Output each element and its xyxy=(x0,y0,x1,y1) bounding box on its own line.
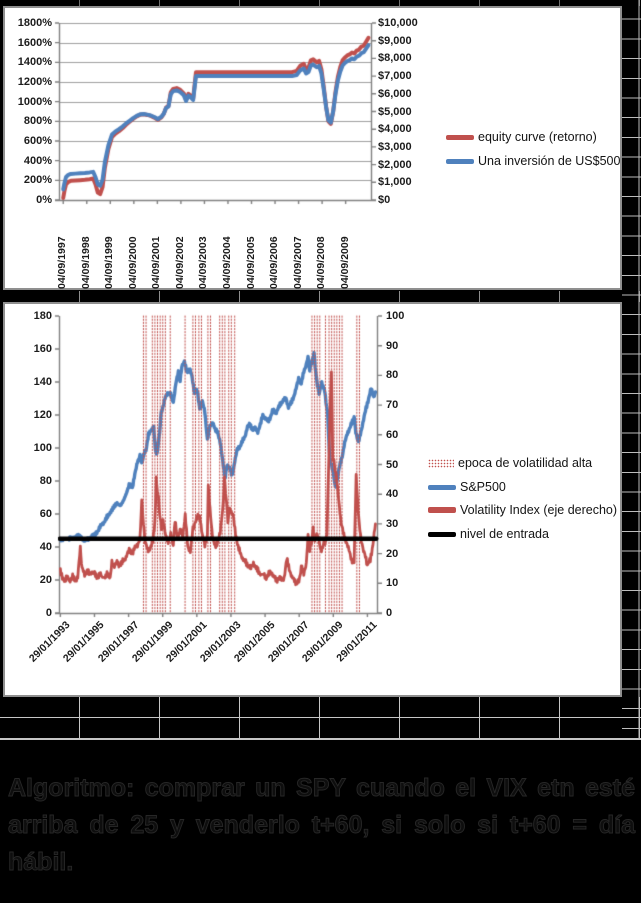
y-left-tick-label: 60 xyxy=(39,508,52,520)
y-right-tick-label: $3,000 xyxy=(378,141,412,153)
legend-entry: nivel de entrada xyxy=(428,526,549,542)
y-right-tick-label: $2,000 xyxy=(378,159,412,171)
y-right-tick-label: 80 xyxy=(386,369,399,381)
y-left-tick-label: 140 xyxy=(33,376,52,388)
y-left-tick-label: 1800% xyxy=(17,17,52,29)
line-swatch-icon xyxy=(428,531,456,537)
y-left-tick-label: 100 xyxy=(33,442,52,454)
y-right-tick-label: $5,000 xyxy=(378,106,412,118)
y-left-tick-label: 600% xyxy=(23,135,52,147)
y-right-tick-label: 90 xyxy=(386,340,399,352)
algorithm-description: Algoritmo: comprar un SPY cuando el VIX … xyxy=(8,770,636,881)
y-left-tick-label: 800% xyxy=(23,115,52,127)
y-left-tick-label: 200% xyxy=(23,174,52,186)
y-left-tick-label: 400% xyxy=(23,155,52,167)
legend-entry: epoca de volatilidad alta xyxy=(428,455,592,471)
equity-curve-plot-area xyxy=(5,8,620,288)
grid-rows-below-charts xyxy=(0,697,641,740)
algorithm-text-line-2: arriba de 25 y venderlo t+60, si solo si… xyxy=(8,811,636,840)
y-right-tick-label: $9,000 xyxy=(378,35,412,47)
y-left-tick-label: 1200% xyxy=(17,76,52,88)
algorithm-text-line-3: hábil. xyxy=(8,848,74,877)
y-right-tick-label: $7,000 xyxy=(378,70,412,82)
y-left-tick-label: 180 xyxy=(33,310,52,322)
equity-curve-chart[interactable]: 1800% 1600% 1400% 1200% 1000% 800% 600% 400% 200… xyxy=(3,6,622,290)
x-tick-label: 04/09/2004 xyxy=(221,236,233,289)
y-right-tick-label: $10,000 xyxy=(378,17,418,29)
spy-vix-plot-area xyxy=(5,304,620,695)
y-right-tick-label: 70 xyxy=(386,399,399,411)
legend-entry: S&P500 xyxy=(428,479,506,495)
legend-entry: Volatility Index (eje derecho) xyxy=(428,502,617,518)
spy-vix-chart[interactable]: 180 160 140 120 100 80 60 40 20 0 100 90 80 70 60 50 40 3… xyxy=(3,302,622,697)
y-right-tick-label: 100 xyxy=(386,310,405,322)
y-right-tick-label: 40 xyxy=(386,488,399,500)
dotted-band-swatch-icon xyxy=(428,458,454,468)
y-left-tick-label: 1000% xyxy=(17,96,52,108)
grid-strip-between-charts xyxy=(0,291,641,302)
y-left-tick-label: 160 xyxy=(33,343,52,355)
legend-entry: equity curve (retorno) xyxy=(446,129,597,145)
y-left-tick-label: 1400% xyxy=(17,56,52,68)
line-swatch-icon xyxy=(428,484,456,490)
legend-label: S&P500 xyxy=(460,480,506,494)
y-right-tick-label: $4,000 xyxy=(378,123,412,135)
y-right-tick-label: $6,000 xyxy=(378,88,412,100)
y-right-tick-label: 30 xyxy=(386,518,399,530)
x-tick-label: 04/09/2008 xyxy=(315,236,327,289)
legend-label: nivel de entrada xyxy=(460,527,549,541)
x-tick-label: 04/09/1998 xyxy=(80,236,92,289)
legend-label: Una inversión de US$500 xyxy=(478,154,621,168)
x-tick-label: 04/09/1999 xyxy=(103,236,115,289)
y-right-tick-label: $8,000 xyxy=(378,52,412,64)
line-swatch-icon xyxy=(446,134,474,140)
y-left-tick-label: 120 xyxy=(33,409,52,421)
y-right-tick-label: 20 xyxy=(386,548,399,560)
x-tick-label: 04/09/2009 xyxy=(339,236,351,289)
y-right-tick-label: 50 xyxy=(386,459,399,471)
line-swatch-icon xyxy=(446,158,474,164)
legend-entry: Una inversión de US$500 xyxy=(446,153,620,169)
legend-label: Volatility Index (eje derecho) xyxy=(460,503,618,517)
x-tick-label: 04/09/2007 xyxy=(292,236,304,289)
y-left-tick-label: 0% xyxy=(36,194,52,206)
y-left-tick-label: 0 xyxy=(45,607,52,619)
legend-label: equity curve (retorno) xyxy=(478,130,597,144)
y-left-tick-label: 40 xyxy=(39,541,52,553)
x-tick-label: 04/09/2005 xyxy=(245,236,257,289)
y-right-tick-label: 10 xyxy=(386,577,399,589)
x-tick-label: 04/09/2001 xyxy=(150,236,162,289)
x-tick-label: 04/09/2003 xyxy=(197,236,209,289)
x-tick-label: 04/09/2000 xyxy=(127,236,139,289)
y-left-tick-label: 1600% xyxy=(17,37,52,49)
x-tick-label: 04/09/2006 xyxy=(268,236,280,289)
legend-label: epoca de volatilidad alta xyxy=(458,456,593,470)
y-right-tick-label: 60 xyxy=(386,429,399,441)
x-tick-label: 04/09/1997 xyxy=(56,236,68,289)
y-right-tick-label: $0 xyxy=(378,194,391,206)
algorithm-text-line-1: Algoritmo: comprar un SPY cuando el VIX … xyxy=(8,774,636,803)
y-left-tick-label: 20 xyxy=(39,574,52,586)
y-right-tick-label: 0 xyxy=(386,607,393,619)
x-tick-label: 04/09/2002 xyxy=(174,236,186,289)
grid-strip-right xyxy=(622,0,641,739)
line-swatch-icon xyxy=(428,507,456,513)
y-left-tick-label: 80 xyxy=(39,475,52,487)
y-right-tick-label: $1,000 xyxy=(378,176,412,188)
